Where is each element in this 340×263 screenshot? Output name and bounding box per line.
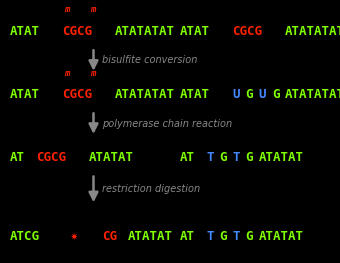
Text: G: G (245, 230, 253, 243)
Text: bisulfite conversion: bisulfite conversion (102, 55, 198, 65)
Text: polymerase chain reaction: polymerase chain reaction (102, 119, 232, 129)
Text: m: m (64, 6, 69, 14)
Text: G: G (272, 88, 279, 101)
Text: ATATATAT: ATATATAT (115, 88, 175, 101)
Text: ATCG: ATCG (10, 230, 40, 243)
Text: U: U (233, 88, 240, 101)
Text: G: G (245, 151, 253, 164)
Text: AT: AT (180, 230, 195, 243)
Text: ATATAT: ATATAT (89, 151, 134, 164)
Text: CGCG: CGCG (36, 151, 66, 164)
Text: CGCG: CGCG (63, 25, 92, 38)
Text: ✷: ✷ (63, 230, 85, 243)
Text: ATATATAT: ATATATAT (115, 25, 175, 38)
Text: U: U (259, 88, 266, 101)
Text: ATATAT: ATATAT (128, 230, 173, 243)
Text: AT: AT (180, 151, 195, 164)
Text: G: G (220, 151, 227, 164)
Text: G: G (220, 230, 227, 243)
Text: ATAT: ATAT (180, 25, 210, 38)
Text: m: m (90, 69, 96, 78)
Text: T: T (233, 151, 240, 164)
Text: ATATAT: ATATAT (259, 151, 304, 164)
Text: G: G (245, 88, 253, 101)
Text: T: T (233, 230, 240, 243)
Text: m: m (64, 69, 69, 78)
Text: CG: CG (102, 230, 117, 243)
Text: ATAT: ATAT (180, 88, 210, 101)
Text: ATATATAT: ATATATAT (285, 25, 340, 38)
Text: ATATAT: ATATAT (259, 230, 304, 243)
Text: ATAT: ATAT (10, 88, 40, 101)
Text: CGCG: CGCG (233, 25, 262, 38)
Text: restriction digestion: restriction digestion (102, 184, 200, 194)
Text: T: T (206, 151, 214, 164)
Text: m: m (90, 6, 96, 14)
Text: AT: AT (10, 151, 25, 164)
Text: T: T (206, 230, 214, 243)
Text: CGCG: CGCG (63, 88, 92, 101)
Text: ATATATAT: ATATATAT (285, 88, 340, 101)
Text: ATAT: ATAT (10, 25, 40, 38)
